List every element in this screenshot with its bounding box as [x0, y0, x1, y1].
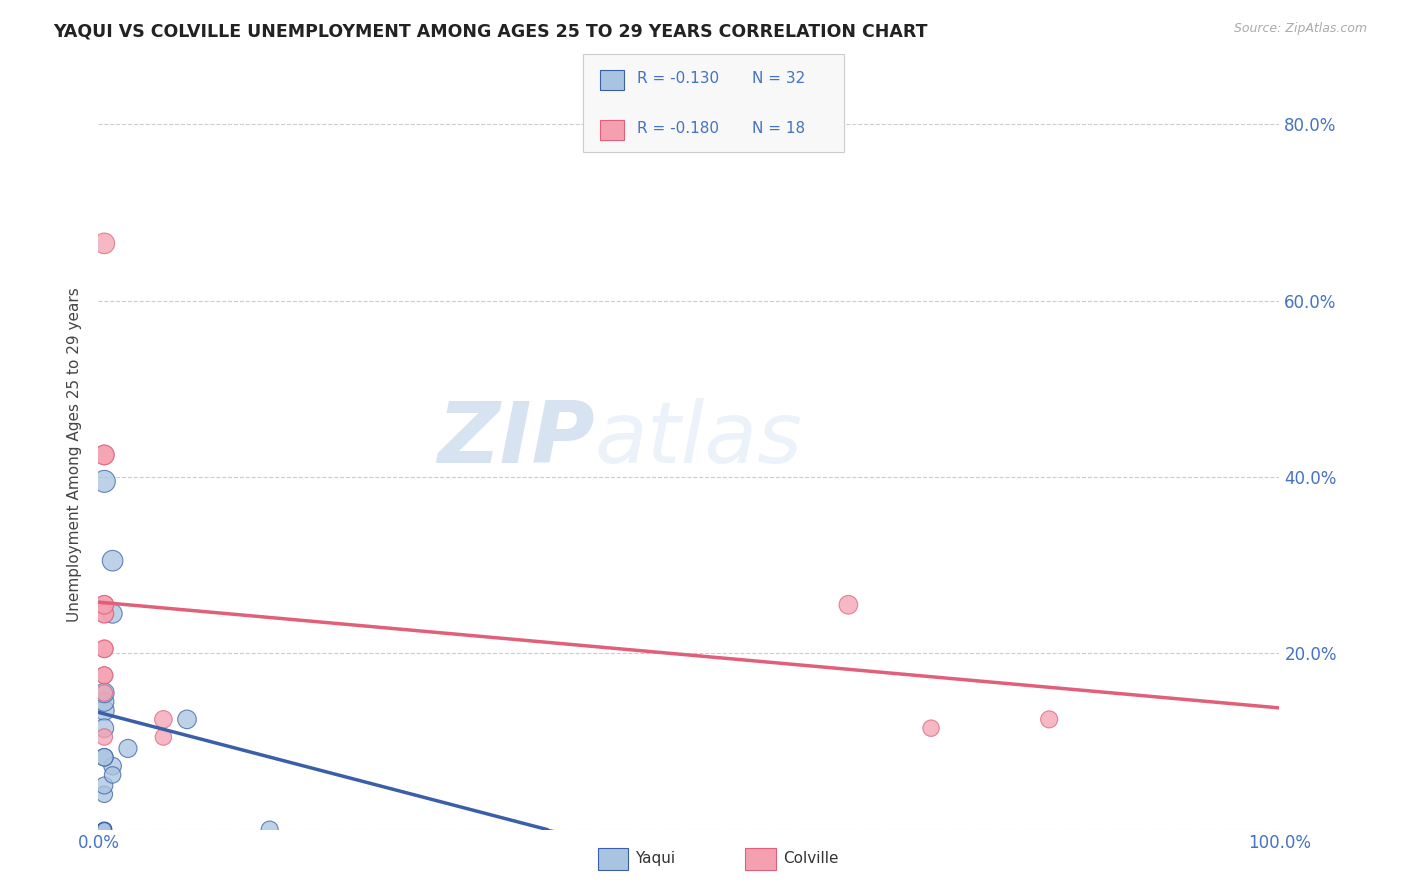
Point [93, 822, 115, 837]
Point [93, 822, 115, 837]
Point [93, 822, 115, 837]
Point [93, 607, 115, 621]
Point [93, 236, 115, 251]
Point [93, 822, 115, 837]
Point [101, 759, 124, 773]
Point [93, 822, 115, 837]
Point [152, 712, 174, 726]
Text: Colville: Colville [783, 852, 838, 866]
Point [93, 822, 115, 837]
Point [101, 554, 124, 568]
Point [93, 787, 115, 801]
Point [101, 768, 124, 782]
Point [920, 721, 942, 735]
Point [176, 712, 198, 726]
Point [93, 448, 115, 462]
Point [93, 641, 115, 656]
Point [93, 730, 115, 744]
Point [93, 779, 115, 793]
Point [93, 686, 115, 700]
Point [93, 475, 115, 489]
Point [93, 822, 115, 837]
Text: N = 18: N = 18 [752, 121, 806, 136]
Point [93, 641, 115, 656]
Point [93, 822, 115, 837]
Point [93, 822, 115, 837]
Y-axis label: Unemployment Among Ages 25 to 29 years: Unemployment Among Ages 25 to 29 years [66, 287, 82, 623]
Point [93, 750, 115, 764]
Text: Source: ZipAtlas.com: Source: ZipAtlas.com [1233, 22, 1367, 36]
Point [93, 598, 115, 612]
Text: R = -0.180: R = -0.180 [637, 121, 718, 136]
Text: YAQUI VS COLVILLE UNEMPLOYMENT AMONG AGES 25 TO 29 YEARS CORRELATION CHART: YAQUI VS COLVILLE UNEMPLOYMENT AMONG AGE… [53, 22, 928, 40]
Point [93, 822, 115, 837]
Point [93, 668, 115, 682]
Point [1038, 712, 1060, 726]
Point [93, 686, 115, 700]
Point [152, 730, 174, 744]
Text: Yaqui: Yaqui [636, 852, 676, 866]
Point [93, 704, 115, 718]
Text: atlas: atlas [595, 399, 803, 482]
Point [117, 741, 139, 756]
Point [93, 822, 115, 837]
Point [93, 750, 115, 764]
Point [93, 822, 115, 837]
Text: ZIP: ZIP [437, 399, 595, 482]
Text: N = 32: N = 32 [752, 71, 806, 86]
Point [93, 721, 115, 735]
Point [93, 822, 115, 837]
Point [837, 598, 859, 612]
Point [259, 822, 281, 837]
Text: R = -0.130: R = -0.130 [637, 71, 718, 86]
Point [93, 668, 115, 682]
Point [93, 598, 115, 612]
Point [93, 822, 115, 837]
Point [93, 822, 115, 837]
Point [93, 822, 115, 837]
Point [93, 607, 115, 621]
Point [93, 695, 115, 709]
Point [101, 607, 124, 621]
Point [93, 448, 115, 462]
